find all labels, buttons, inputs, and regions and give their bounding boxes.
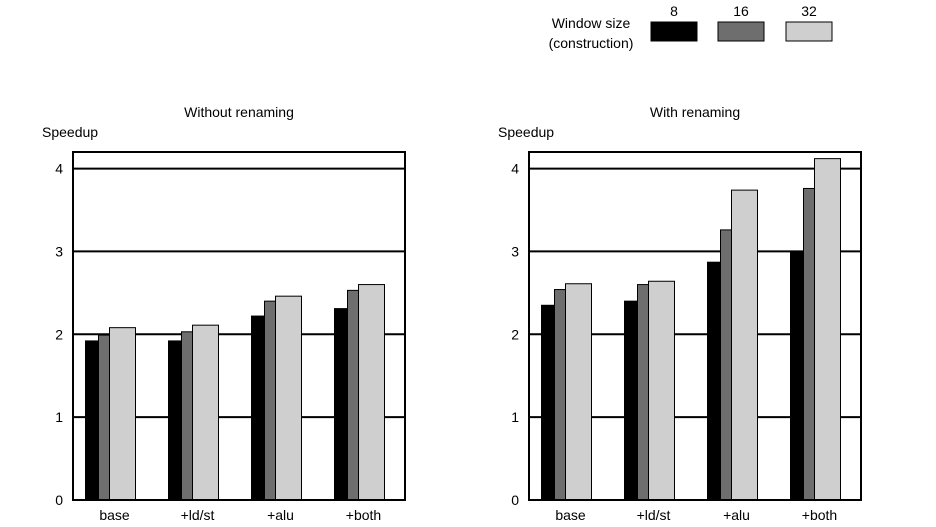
legend-swatch-32 xyxy=(785,21,833,42)
plot-frame xyxy=(528,151,862,501)
x-tick-label: +both xyxy=(346,507,381,523)
bar-alu-size-16 xyxy=(720,229,732,501)
bar-base-size-32 xyxy=(109,327,136,501)
bar-both-size-32 xyxy=(814,158,841,501)
chart-title: Without renaming xyxy=(184,104,294,120)
bar-both-size-16 xyxy=(803,187,815,501)
y-tick-label-3: 3 xyxy=(511,243,519,259)
bar-ldst-size-8 xyxy=(168,340,182,501)
bar-alu-size-8 xyxy=(707,261,721,501)
plot-frame xyxy=(72,151,406,501)
bar-ldst-size-32 xyxy=(648,280,675,501)
legend-label-32: 32 xyxy=(801,3,817,19)
bar-ldst-size-16 xyxy=(181,331,193,501)
legend-label-16: 16 xyxy=(733,3,749,19)
y-axis-label: Speedup xyxy=(498,124,554,140)
y-tick-label-0: 0 xyxy=(511,492,519,508)
bar-both-size-8 xyxy=(334,308,348,501)
legend-items: 8 16 32 xyxy=(650,3,833,42)
legend-title-line1: Window size xyxy=(552,15,631,31)
bar-both-size-32 xyxy=(358,284,385,501)
bar-base-size-32 xyxy=(565,283,592,501)
legend: Window size (construction) 8 16 32 xyxy=(549,3,833,51)
y-tick-label-4: 4 xyxy=(511,161,519,177)
bar-alu-size-16 xyxy=(264,300,276,501)
bar-base-size-16 xyxy=(98,334,110,501)
legend-label-8: 8 xyxy=(670,3,678,19)
x-tick-label: +both xyxy=(802,507,837,523)
legend-swatch-16 xyxy=(717,21,765,42)
bar-alu-size-8 xyxy=(251,315,265,501)
bar-base-size-8 xyxy=(541,304,555,501)
bar-alu-size-32 xyxy=(275,295,302,501)
x-tick-label: +alu xyxy=(723,507,750,523)
bar-alu-size-32 xyxy=(731,189,758,501)
x-tick-label: base xyxy=(99,507,130,523)
y-tick-label-3: 3 xyxy=(55,243,63,259)
x-tick-label: +ld/st xyxy=(181,507,215,523)
chart-without-renaming: Without renaming Speedup 0 1 2 3 4 base +ld/st +a… xyxy=(42,104,406,523)
chart-with-renaming: With renaming Speedup 0 1 2 3 4 base +ld/st +alu +… xyxy=(498,104,862,523)
bar-ldst-size-16 xyxy=(637,284,649,501)
y-tick-label-1: 1 xyxy=(511,409,519,425)
y-tick-label-0: 0 xyxy=(55,492,63,508)
legend-swatch-8 xyxy=(650,21,698,42)
y-tick-label-2: 2 xyxy=(511,326,519,342)
bar-base-size-16 xyxy=(554,289,566,501)
bar-both-size-8 xyxy=(790,250,804,501)
bar-ldst-size-8 xyxy=(624,300,638,501)
y-tick-label-2: 2 xyxy=(55,326,63,342)
x-tick-label: base xyxy=(555,507,586,523)
x-tick-label: +ld/st xyxy=(637,507,671,523)
y-tick-label-4: 4 xyxy=(55,161,63,177)
legend-title-line2: (construction) xyxy=(549,35,634,51)
y-tick-label-1: 1 xyxy=(55,409,63,425)
bar-ldst-size-32 xyxy=(192,324,219,501)
chart-title: With renaming xyxy=(650,104,740,120)
y-axis-label: Speedup xyxy=(42,124,98,140)
bar-both-size-16 xyxy=(347,289,359,501)
x-tick-label: +alu xyxy=(267,507,294,523)
bar-base-size-8 xyxy=(85,340,99,501)
